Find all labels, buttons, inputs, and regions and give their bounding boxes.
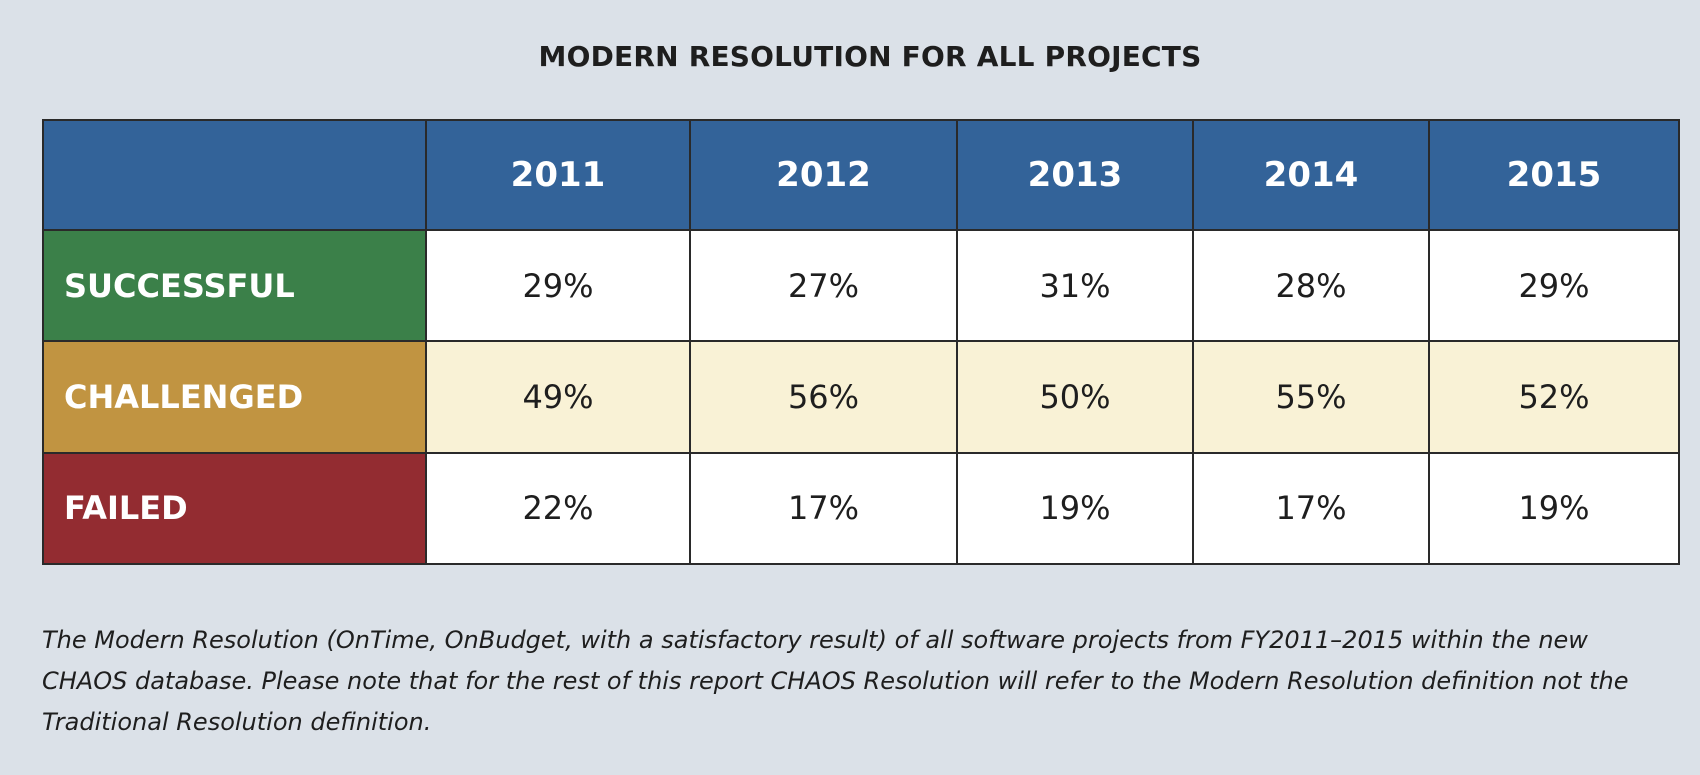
value-cell: 19% bbox=[956, 451, 1194, 566]
year-header: 2014 bbox=[1192, 119, 1430, 231]
value-cell: 29% bbox=[1428, 228, 1680, 343]
value-cell: 55% bbox=[1192, 340, 1430, 454]
value-cell: 49% bbox=[425, 340, 691, 454]
value-cell: 50% bbox=[956, 340, 1194, 454]
resolution-table: 2011 2012 2013 2014 2015 SUCCESSFUL 29% … bbox=[42, 119, 1680, 566]
row-label-successful: SUCCESSFUL bbox=[42, 228, 427, 343]
value-cell: 17% bbox=[1192, 451, 1430, 566]
table-row-successful: SUCCESSFUL 29% 27% 31% 28% 29% bbox=[42, 228, 1680, 343]
year-header: 2013 bbox=[956, 119, 1194, 231]
row-label-failed: FAILED bbox=[42, 451, 427, 566]
row-label-challenged: CHALLENGED bbox=[42, 340, 427, 454]
value-cell: 52% bbox=[1428, 340, 1680, 454]
value-cell: 17% bbox=[689, 451, 958, 566]
value-cell: 29% bbox=[425, 228, 691, 343]
year-header: 2011 bbox=[425, 119, 691, 231]
value-cell: 28% bbox=[1192, 228, 1430, 343]
value-cell: 22% bbox=[425, 451, 691, 566]
table-row-challenged: CHALLENGED 49% 56% 50% 55% 52% bbox=[42, 340, 1680, 454]
value-cell: 27% bbox=[689, 228, 958, 343]
table-title: MODERN RESOLUTION FOR ALL PROJECTS bbox=[538, 40, 1202, 73]
corner-cell bbox=[42, 119, 427, 231]
table-caption: The Modern Resolution (OnTime, OnBudget,… bbox=[42, 626, 1629, 736]
value-cell: 19% bbox=[1428, 451, 1680, 566]
header-row: 2011 2012 2013 2014 2015 bbox=[42, 119, 1680, 231]
value-cell: 56% bbox=[689, 340, 958, 454]
year-header: 2015 bbox=[1428, 119, 1680, 231]
year-header: 2012 bbox=[689, 119, 958, 231]
value-cell: 31% bbox=[956, 228, 1194, 343]
table-row-failed: FAILED 22% 17% 19% 17% 19% bbox=[42, 451, 1680, 566]
